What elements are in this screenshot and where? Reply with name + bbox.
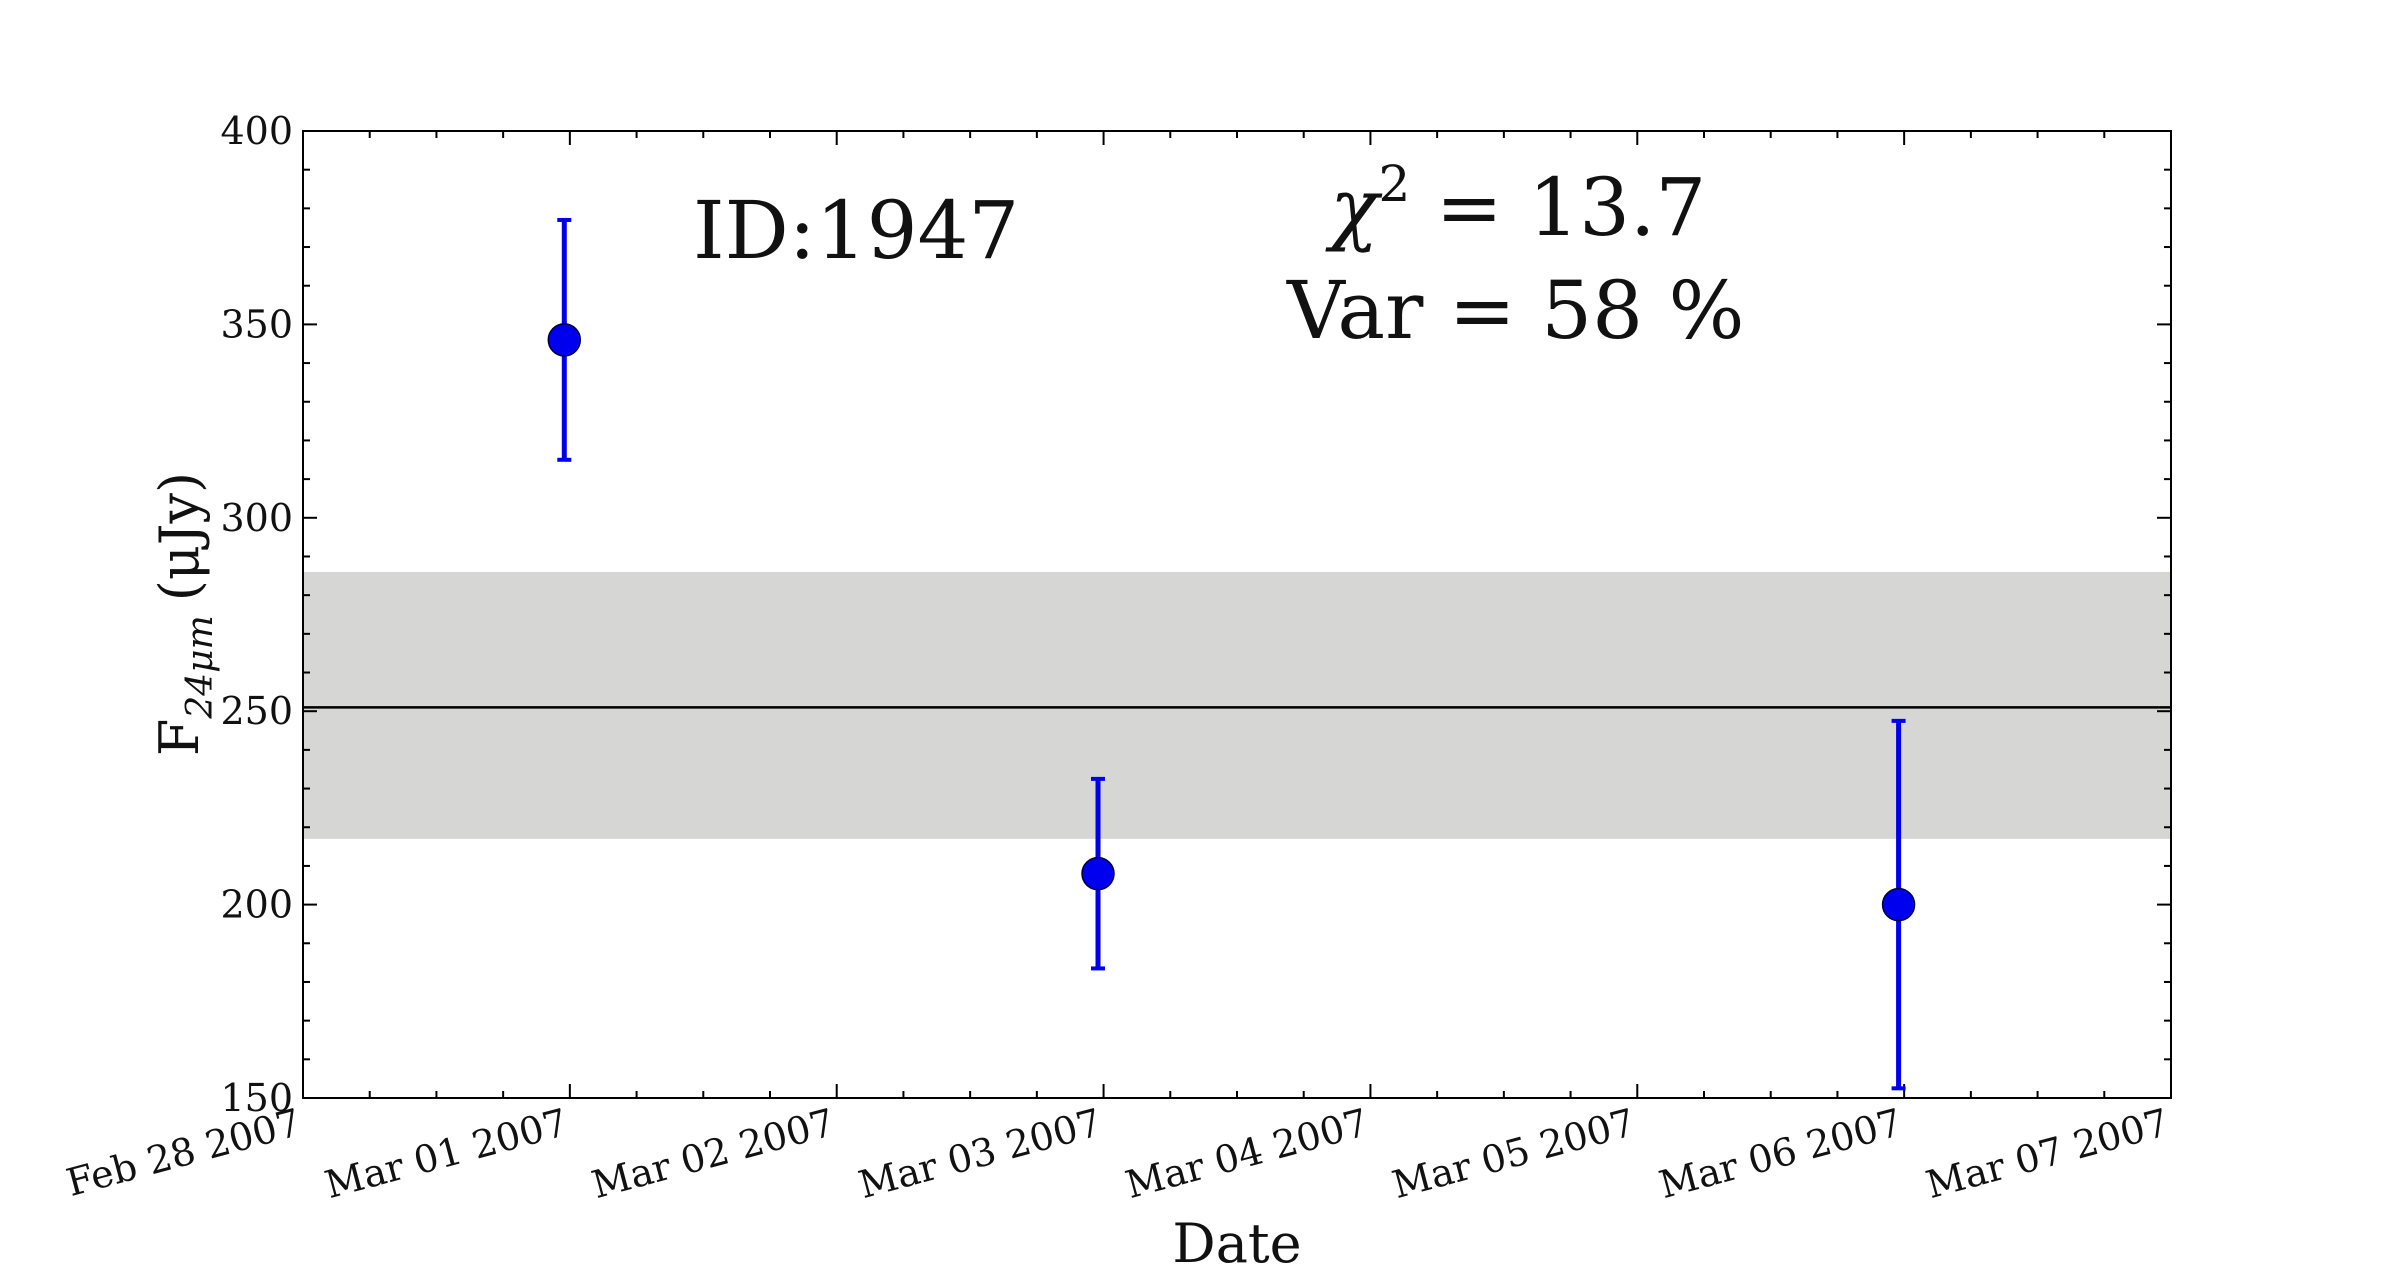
chi-exponent: 2 [1378, 155, 1410, 213]
y-axis-label-subscript: 24μm [180, 615, 221, 719]
axis-ticks [302, 130, 2172, 1099]
std-band [303, 571, 2171, 839]
x-axis-label: Date [1172, 1212, 1301, 1275]
y-tick-label: 250 [220, 689, 293, 733]
y-tick-label: 400 [220, 109, 293, 153]
source-id-annotation: ID:1947 [693, 184, 1019, 277]
y-axis-label: F24μm (μJy) [148, 472, 221, 756]
data-point [547, 323, 582, 357]
chi-symbol: χ [1325, 161, 1383, 254]
y-axis-label-unit: (μJy) [148, 472, 211, 601]
y-tick-labels: 150 200 250 300 350 400 [220, 109, 293, 1120]
data-points [547, 217, 1916, 1091]
chi-square-annotation: χ2 = 13.7 [1325, 155, 1706, 254]
data-point [1081, 856, 1115, 891]
y-tick-label: 350 [220, 302, 293, 346]
y-tick-label: 150 [220, 1076, 293, 1120]
data-point [1881, 887, 1916, 922]
variability-annotation: Var = 58 % [1286, 264, 1745, 357]
chi-value: = 13.7 [1410, 161, 1706, 254]
y-tick-label: 200 [220, 883, 293, 927]
y-axis-label-main: F [148, 719, 211, 756]
y-tick-label: 300 [220, 496, 293, 540]
